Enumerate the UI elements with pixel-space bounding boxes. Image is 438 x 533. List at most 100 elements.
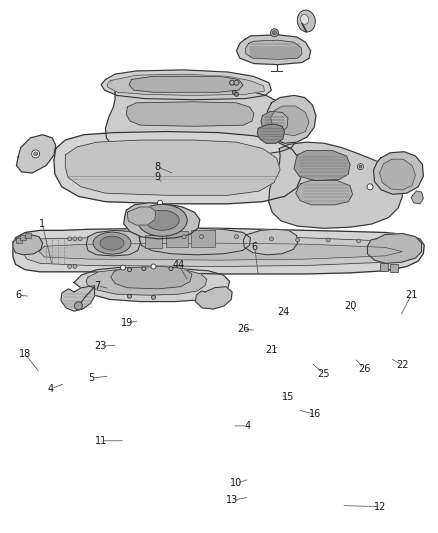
Text: 16: 16 <box>309 409 321 419</box>
Polygon shape <box>411 191 424 204</box>
Circle shape <box>152 295 155 300</box>
Text: 26: 26 <box>358 364 370 374</box>
Text: 26: 26 <box>237 324 249 334</box>
Ellipse shape <box>93 232 131 254</box>
Circle shape <box>357 164 364 169</box>
Circle shape <box>272 31 276 35</box>
Text: 9: 9 <box>154 172 160 182</box>
Circle shape <box>200 235 204 239</box>
Circle shape <box>142 266 146 271</box>
Polygon shape <box>106 88 299 156</box>
Circle shape <box>127 268 131 272</box>
Circle shape <box>326 238 330 242</box>
Polygon shape <box>237 35 311 64</box>
Text: 7: 7 <box>95 281 101 290</box>
Polygon shape <box>13 228 424 274</box>
Polygon shape <box>129 76 243 92</box>
Circle shape <box>127 294 131 298</box>
Polygon shape <box>111 266 192 289</box>
Circle shape <box>269 237 273 241</box>
Polygon shape <box>244 229 297 255</box>
FancyBboxPatch shape <box>20 235 25 240</box>
Text: 21: 21 <box>265 345 278 356</box>
Ellipse shape <box>145 211 179 230</box>
Polygon shape <box>22 237 412 266</box>
Circle shape <box>182 235 186 239</box>
Text: 13: 13 <box>226 495 238 505</box>
Ellipse shape <box>297 10 315 32</box>
Circle shape <box>73 264 77 269</box>
Polygon shape <box>269 142 403 228</box>
Polygon shape <box>380 159 416 190</box>
Text: 10: 10 <box>230 478 243 488</box>
Circle shape <box>78 237 82 241</box>
Bar <box>380 263 388 271</box>
Circle shape <box>34 152 38 156</box>
Text: 8: 8 <box>154 161 160 172</box>
Text: 19: 19 <box>121 318 134 328</box>
Polygon shape <box>74 268 230 302</box>
Circle shape <box>230 80 235 85</box>
Circle shape <box>359 165 362 168</box>
Circle shape <box>234 92 238 96</box>
Text: 6: 6 <box>15 290 21 300</box>
Text: 18: 18 <box>18 349 31 359</box>
Circle shape <box>357 239 361 243</box>
Polygon shape <box>54 132 302 204</box>
Text: 5: 5 <box>88 373 95 383</box>
Ellipse shape <box>138 204 187 236</box>
Circle shape <box>367 184 373 190</box>
Polygon shape <box>296 181 353 205</box>
Polygon shape <box>245 40 302 59</box>
Text: 1: 1 <box>39 219 45 229</box>
Polygon shape <box>271 106 309 136</box>
Polygon shape <box>374 152 424 194</box>
Circle shape <box>120 265 125 270</box>
Bar <box>191 230 215 247</box>
Polygon shape <box>65 140 280 195</box>
Text: 21: 21 <box>405 290 417 300</box>
Polygon shape <box>195 287 232 309</box>
Polygon shape <box>107 74 265 95</box>
Text: 22: 22 <box>396 360 409 370</box>
Circle shape <box>151 264 156 269</box>
Text: 12: 12 <box>374 502 387 512</box>
Text: 4: 4 <box>244 421 251 431</box>
Circle shape <box>169 266 173 271</box>
FancyBboxPatch shape <box>25 232 31 238</box>
Circle shape <box>74 302 82 310</box>
Text: 24: 24 <box>277 306 290 317</box>
Polygon shape <box>101 70 272 100</box>
Bar <box>145 235 162 248</box>
Polygon shape <box>39 243 403 260</box>
Text: 25: 25 <box>318 369 330 379</box>
Circle shape <box>73 237 77 241</box>
Polygon shape <box>294 151 350 181</box>
Text: 20: 20 <box>344 301 356 311</box>
Text: 6: 6 <box>252 243 258 252</box>
Text: 15: 15 <box>282 392 294 402</box>
Circle shape <box>158 200 162 205</box>
Circle shape <box>232 90 236 94</box>
Polygon shape <box>16 135 56 173</box>
Bar <box>166 231 187 247</box>
Polygon shape <box>86 230 141 256</box>
Polygon shape <box>258 124 285 143</box>
Circle shape <box>234 80 239 85</box>
Polygon shape <box>127 207 155 225</box>
Text: 4: 4 <box>48 384 54 394</box>
Ellipse shape <box>300 14 309 25</box>
Circle shape <box>68 237 72 241</box>
Bar <box>390 264 398 272</box>
Circle shape <box>234 235 238 239</box>
Ellipse shape <box>100 236 124 250</box>
Circle shape <box>32 150 39 158</box>
Text: 23: 23 <box>94 341 106 351</box>
Polygon shape <box>61 286 95 311</box>
FancyBboxPatch shape <box>16 238 22 243</box>
Text: 11: 11 <box>95 436 107 446</box>
Circle shape <box>296 238 300 242</box>
Polygon shape <box>265 95 316 143</box>
Polygon shape <box>13 235 42 255</box>
Polygon shape <box>140 228 251 255</box>
